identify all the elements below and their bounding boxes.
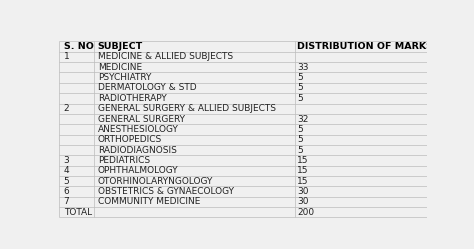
Text: 1: 1 bbox=[64, 52, 69, 62]
Text: 7: 7 bbox=[64, 197, 69, 206]
Text: OBSTETRICS & GYNAECOLOGY: OBSTETRICS & GYNAECOLOGY bbox=[98, 187, 234, 196]
Text: MEDICINE & ALLIED SUBJECTS: MEDICINE & ALLIED SUBJECTS bbox=[98, 52, 233, 62]
Text: 5: 5 bbox=[297, 135, 303, 144]
Text: RADIOTHERAPY: RADIOTHERAPY bbox=[98, 94, 166, 103]
Text: GENERAL SURGERY & ALLIED SUBJECTS: GENERAL SURGERY & ALLIED SUBJECTS bbox=[98, 104, 276, 113]
Text: 30: 30 bbox=[297, 197, 309, 206]
Text: OTORHINOLARYNGOLOGY: OTORHINOLARYNGOLOGY bbox=[98, 177, 213, 186]
Text: 30: 30 bbox=[297, 187, 309, 196]
Text: 15: 15 bbox=[297, 166, 309, 175]
Text: SUBJECT: SUBJECT bbox=[98, 42, 143, 51]
Text: RADIODIAGNOSIS: RADIODIAGNOSIS bbox=[98, 146, 177, 155]
Text: COMMUNITY MEDICINE: COMMUNITY MEDICINE bbox=[98, 197, 200, 206]
Text: PEDIATRICS: PEDIATRICS bbox=[98, 156, 150, 165]
Text: 200: 200 bbox=[297, 208, 314, 217]
Text: 6: 6 bbox=[64, 187, 69, 196]
Text: ORTHOPEDICS: ORTHOPEDICS bbox=[98, 135, 162, 144]
Text: 33: 33 bbox=[297, 63, 309, 72]
Text: 32: 32 bbox=[297, 115, 309, 124]
Text: 5: 5 bbox=[297, 83, 303, 92]
Text: 3: 3 bbox=[64, 156, 69, 165]
Text: TOTAL: TOTAL bbox=[64, 208, 92, 217]
Text: OPHTHALMOLOGY: OPHTHALMOLOGY bbox=[98, 166, 178, 175]
Text: 15: 15 bbox=[297, 177, 309, 186]
Text: 5: 5 bbox=[297, 94, 303, 103]
Text: 15: 15 bbox=[297, 156, 309, 165]
Text: GENERAL SURGERY: GENERAL SURGERY bbox=[98, 115, 185, 124]
Text: 4: 4 bbox=[64, 166, 69, 175]
Text: MEDICINE: MEDICINE bbox=[98, 63, 142, 72]
Text: DISTRIBUTION OF MARKS: DISTRIBUTION OF MARKS bbox=[297, 42, 433, 51]
Text: ANESTHESIOLOGY: ANESTHESIOLOGY bbox=[98, 125, 179, 134]
Text: 5: 5 bbox=[297, 146, 303, 155]
Text: 5: 5 bbox=[297, 125, 303, 134]
Text: DERMATOLOGY & STD: DERMATOLOGY & STD bbox=[98, 83, 196, 92]
Text: PSYCHIATRY: PSYCHIATRY bbox=[98, 73, 151, 82]
Text: 5: 5 bbox=[64, 177, 69, 186]
Text: S. NO: S. NO bbox=[64, 42, 93, 51]
Text: 2: 2 bbox=[64, 104, 69, 113]
Text: 5: 5 bbox=[297, 73, 303, 82]
